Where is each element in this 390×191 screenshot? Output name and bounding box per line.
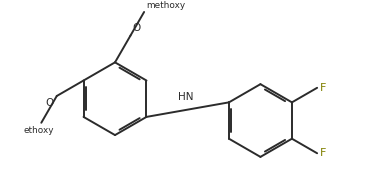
Text: F: F xyxy=(320,83,326,93)
Text: ethoxy: ethoxy xyxy=(23,126,54,135)
Text: methoxy: methoxy xyxy=(146,1,185,10)
Text: F: F xyxy=(320,148,326,158)
Text: O: O xyxy=(132,23,140,33)
Text: HN: HN xyxy=(178,92,194,102)
Text: O: O xyxy=(45,98,53,108)
